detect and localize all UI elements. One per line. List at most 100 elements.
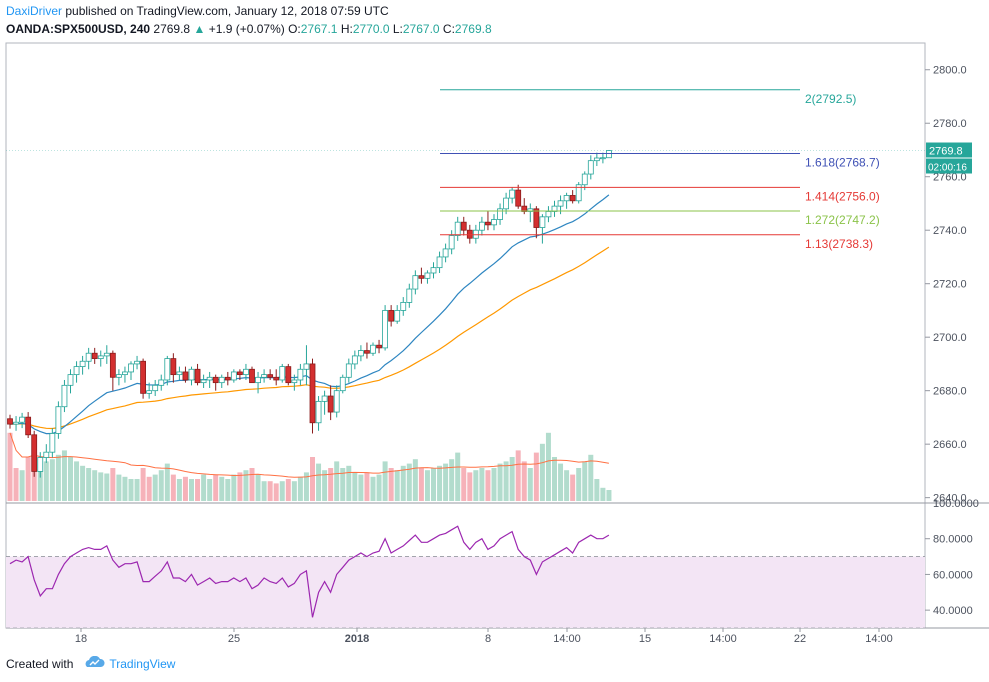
volume-bar — [382, 461, 388, 501]
candle-down — [376, 344, 382, 349]
time-tick-label: 8 — [485, 633, 491, 645]
rsi-tick-label: 60.0000 — [933, 569, 973, 581]
candle-up — [545, 211, 552, 218]
candle-up — [49, 433, 56, 453]
close-value: 2769.8 — [454, 22, 492, 36]
candle-up — [593, 157, 600, 162]
volume-bar — [13, 468, 19, 501]
volume-bar — [491, 468, 497, 501]
volume-bar — [213, 474, 219, 501]
change-arrow-icon: ▲ — [193, 22, 206, 36]
volume-bar — [564, 470, 570, 501]
volume-bar — [128, 479, 134, 501]
volume-bar — [61, 450, 67, 501]
volume-bar — [521, 461, 527, 501]
candle-up — [442, 248, 449, 258]
volume-bar — [110, 468, 116, 501]
volume-bar — [140, 468, 146, 501]
time-tick-label: 22 — [794, 633, 806, 645]
publish-text: published on TradingView.com, January 12… — [65, 4, 389, 18]
time-tick-label: 14:00 — [709, 633, 737, 645]
volume-bar — [497, 463, 503, 501]
volume-bar — [515, 450, 521, 501]
ema-slow-line — [9, 246, 610, 430]
price-tick-label: 2680.0 — [933, 386, 967, 398]
candle-up — [152, 384, 159, 392]
volume-bar — [437, 465, 443, 501]
candle-down — [285, 366, 292, 384]
candle-down — [460, 221, 467, 231]
candle-down — [91, 352, 98, 359]
candle-down — [364, 350, 370, 354]
candle-up — [43, 451, 50, 458]
volume-bar — [225, 479, 231, 501]
volume-bar — [195, 479, 201, 501]
candle-down — [466, 229, 473, 239]
rsi-tick-label: 80.0000 — [933, 534, 973, 546]
volume-bar — [158, 470, 164, 501]
volume-bar — [43, 461, 49, 501]
volume-bar — [249, 468, 255, 501]
volume-bar — [473, 470, 479, 501]
candle-up — [176, 371, 183, 376]
candle-down — [31, 434, 38, 472]
candle-up — [73, 366, 80, 376]
low-label: L: — [392, 22, 403, 36]
candle-up — [55, 406, 62, 434]
last-price-label: 2769.8 — [929, 146, 963, 158]
volume-bar — [455, 452, 461, 501]
volume-bar — [340, 468, 346, 501]
rsi-tick-label: 40.0000 — [933, 605, 973, 617]
volume-bar — [267, 481, 273, 501]
high-value: 2770.0 — [352, 22, 390, 36]
volume-bar — [201, 474, 207, 501]
candle-up — [382, 310, 389, 349]
volume-bar — [170, 474, 176, 501]
price-tick-label: 2780.0 — [933, 118, 967, 130]
candle-down — [521, 205, 528, 212]
volume-bar — [467, 472, 473, 501]
countdown-box — [926, 158, 972, 174]
volume-ma-line — [9, 432, 609, 478]
volume-bar — [92, 470, 98, 501]
candle-up — [497, 208, 503, 220]
volume-bar — [316, 463, 322, 501]
volume-bar — [539, 443, 545, 501]
candle-up — [551, 205, 558, 212]
candle-down — [249, 368, 255, 384]
candle-up — [279, 366, 286, 381]
candle-up — [454, 221, 461, 236]
volume-bar — [552, 457, 557, 501]
volume-bar — [527, 468, 533, 501]
volume-bar — [406, 463, 412, 501]
author-link[interactable]: DaxiDriver — [6, 4, 63, 18]
countdown-label: 02:00:16 — [928, 163, 967, 174]
volume-bar — [291, 481, 297, 501]
candle-up — [472, 229, 479, 239]
candle-up — [315, 400, 322, 424]
candle-up — [61, 384, 68, 408]
candle-down — [485, 221, 491, 226]
candle-down — [515, 189, 522, 207]
volume-bar — [146, 476, 152, 501]
volume-bar — [594, 479, 600, 501]
candle-up — [122, 371, 128, 376]
tradingview-link[interactable]: TradingView — [109, 656, 176, 671]
last-price-box — [926, 142, 972, 158]
candle-up — [351, 355, 358, 365]
volume-bar — [297, 476, 303, 501]
open-value: 2767.1 — [300, 22, 338, 36]
candle-up — [448, 235, 455, 250]
volume-bar — [412, 459, 418, 501]
fib-level-label: 1.618(2768.7) — [805, 155, 880, 169]
footer: Created with TradingView — [6, 655, 176, 671]
volume-bar — [243, 470, 249, 501]
time-tick-label: 14:00 — [553, 633, 581, 645]
candle-up — [400, 302, 407, 311]
volume-bar — [443, 463, 449, 501]
volume-bar — [449, 459, 455, 501]
candle-down — [309, 363, 316, 424]
candle-down — [273, 376, 280, 381]
volume-bar — [606, 490, 612, 501]
